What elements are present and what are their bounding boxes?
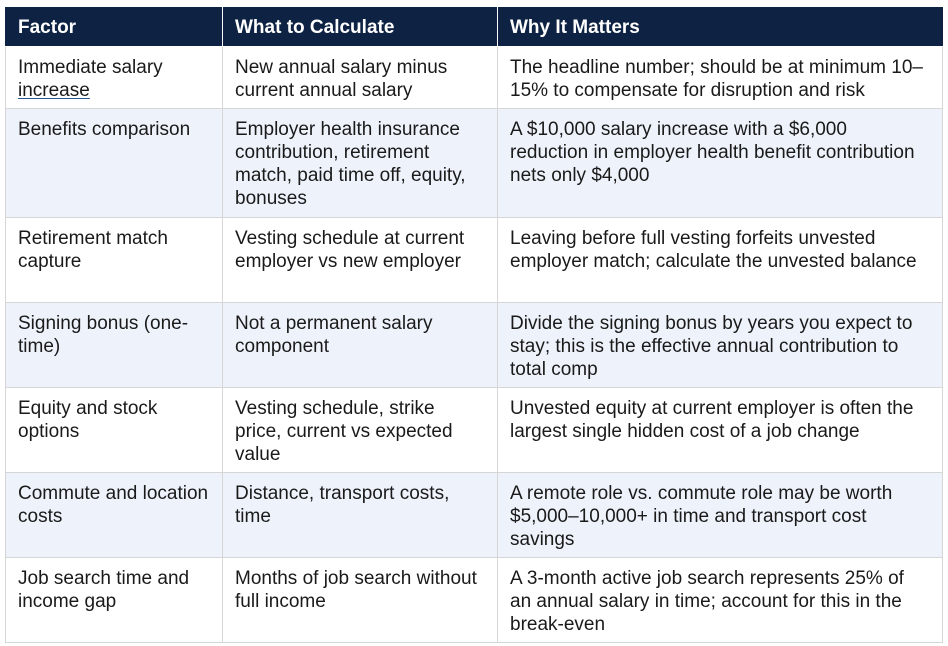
header-what-to-calculate: What to Calculate [222, 7, 498, 47]
table-row: Equity and stock options Vesting schedul… [5, 387, 943, 473]
table-row: Retirement match capture Vesting schedul… [5, 217, 943, 303]
factor-cell: Job search time and income gap [5, 557, 223, 643]
why-cell: Leaving before full vesting forfeits unv… [497, 217, 943, 303]
why-cell: A $10,000 salary increase with a $6,000 … [497, 108, 943, 218]
table-body: Immediate salary increase New annual sal… [5, 46, 943, 643]
job-change-factors-table: Factor What to Calculate Why It Matters … [5, 7, 943, 643]
table-row: Job search time and income gap Months of… [5, 557, 943, 643]
why-cell: A remote role vs. commute role may be wo… [497, 472, 943, 558]
why-cell: Unvested equity at current employer is o… [497, 387, 943, 473]
factor-cell: Retirement match capture [5, 217, 223, 303]
table-row: Benefits comparison Employer health insu… [5, 108, 943, 218]
job-change-factors-table-container: Factor What to Calculate Why It Matters … [5, 7, 943, 643]
factor-cell: Equity and stock options [5, 387, 223, 473]
why-cell: A 3-month active job search represents 2… [497, 557, 943, 643]
table-row: Commute and location costs Distance, tra… [5, 472, 943, 558]
calc-cell: Employer health insurance contribution, … [222, 108, 498, 218]
factor-text: Immediate salary [18, 57, 163, 78]
header-row: Factor What to Calculate Why It Matters [5, 7, 943, 47]
calc-cell: Not a permanent salary component [222, 302, 498, 388]
calc-cell: Vesting schedule, strike price, current … [222, 387, 498, 473]
factor-cell: Benefits comparison [5, 108, 223, 218]
header-why-it-matters: Why It Matters [497, 7, 943, 47]
table-header: Factor What to Calculate Why It Matters [5, 7, 943, 47]
factor-underlined-word: increase [18, 80, 90, 101]
calc-cell: New annual salary minus current annual s… [222, 46, 498, 109]
why-cell: Divide the signing bonus by years you ex… [497, 302, 943, 388]
calc-cell: Vesting schedule at current employer vs … [222, 217, 498, 303]
factor-cell: Immediate salary increase [5, 46, 223, 109]
factor-cell: Commute and location costs [5, 472, 223, 558]
table-row: Signing bonus (one-time) Not a permanent… [5, 302, 943, 388]
calc-cell: Distance, transport costs, time [222, 472, 498, 558]
calc-cell: Months of job search without full income [222, 557, 498, 643]
header-factor: Factor [5, 7, 223, 47]
factor-cell: Signing bonus (one-time) [5, 302, 223, 388]
table-row: Immediate salary increase New annual sal… [5, 46, 943, 109]
why-cell: The headline number; should be at minimu… [497, 46, 943, 109]
